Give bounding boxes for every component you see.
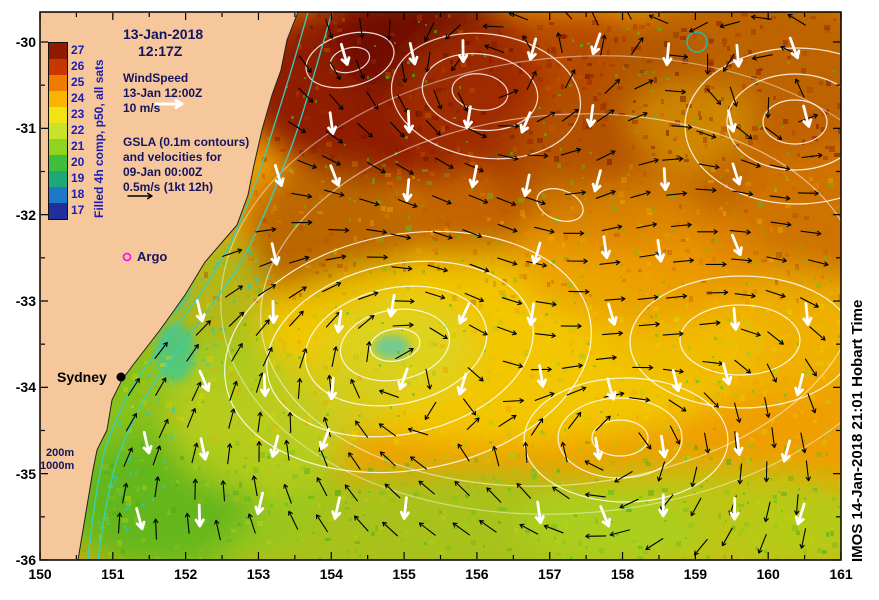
gsla-legend-line3: 09-Jan 00:00Z — [123, 165, 203, 179]
argo-label: Argo — [137, 249, 168, 264]
bathy-200m-line — [87, 12, 309, 560]
colorbar-segment — [49, 155, 67, 171]
x-axis-label: 158 — [610, 566, 635, 582]
gsla-legend-line1: GSLA (0.1m contours) — [123, 135, 250, 149]
gsla-legend-line2: and velocities for — [123, 150, 222, 164]
colorbar — [48, 42, 68, 220]
colorbar-tick: 17 — [71, 203, 85, 217]
colorbar-tick: 23 — [71, 107, 85, 121]
y-axis-label: -33 — [15, 293, 36, 309]
x-axis-label: 160 — [756, 566, 780, 582]
colorbar-segment — [49, 171, 67, 187]
bathy-1000m-label: 1000m — [40, 460, 75, 472]
colorbar-tick: 22 — [71, 123, 85, 137]
wind-arrows — [135, 32, 813, 531]
colorbar-tick: 21 — [71, 139, 85, 153]
y-axis-label: -35 — [15, 465, 36, 482]
y-axis-label: -36 — [15, 552, 36, 568]
imos-watermark: IMOS 14-Jan-2018 21:01 Hobart Time — [849, 299, 866, 562]
x-axis-label: 152 — [173, 566, 198, 582]
colorbar-segment — [49, 139, 67, 155]
x-axis-label: 156 — [465, 566, 489, 582]
bathy-seamount-ring — [686, 31, 708, 53]
y-axis-label: -30 — [15, 34, 36, 50]
wind-legend-title: WindSpeed — [123, 71, 189, 85]
colorbar-segment — [49, 123, 67, 139]
y-axis-label: -34 — [15, 379, 36, 396]
plot-border — [39, 11, 842, 561]
x-axis-label: 159 — [683, 566, 708, 582]
x-axis-label: 155 — [392, 566, 416, 582]
colorbar-segment — [49, 59, 67, 75]
colorbar-segment — [49, 75, 67, 91]
colorbar-segment — [49, 187, 67, 203]
legend-arrows — [127, 98, 184, 200]
gsla-contours — [220, 31, 841, 515]
colorbar-title: Filled 4h comp, p50, all sats — [92, 59, 106, 218]
colorbar-segment — [49, 203, 67, 219]
x-axis-label: 153 — [246, 566, 271, 582]
sydney-label: Sydney — [57, 369, 107, 385]
colorbar-segment — [49, 107, 67, 123]
y-axis-label: -31 — [15, 120, 36, 137]
argo-float-marker — [122, 252, 132, 262]
wind-legend-date: 13-Jan 12:00Z — [123, 86, 203, 100]
x-axis-label: 151 — [101, 566, 125, 582]
x-axis-label: 150 — [28, 566, 52, 582]
sydney-city-dot — [116, 372, 126, 382]
land-coastline — [39, 11, 299, 561]
colorbar-segment — [49, 91, 67, 107]
colorbar-tick: 24 — [71, 91, 85, 105]
colorbar-segment — [49, 43, 67, 59]
colorbar-tick: 20 — [71, 155, 85, 169]
y-axis-label: -32 — [15, 206, 36, 223]
x-axis-label: 154 — [319, 566, 343, 582]
colorbar-tick: 18 — [71, 187, 85, 201]
x-axis-label: 161 — [829, 566, 853, 582]
colorbar-tick: 19 — [71, 171, 85, 185]
colorbar-tick: 25 — [71, 75, 85, 89]
colorbar-tick: 27 — [71, 43, 85, 57]
map-title-time: 12:17Z — [138, 43, 183, 59]
gsla-legend-line4: 0.5m/s (1kt 12h) — [123, 180, 214, 194]
wind-legend-scale: 10 m/s — [123, 101, 161, 115]
colorbar-tick: 26 — [71, 59, 85, 73]
map-title-date: 13-Jan-2018 — [123, 26, 204, 42]
x-axis-label: 157 — [538, 566, 562, 582]
bathy-200m-label: 200m — [46, 447, 75, 459]
axis-ticks — [39, 13, 842, 561]
